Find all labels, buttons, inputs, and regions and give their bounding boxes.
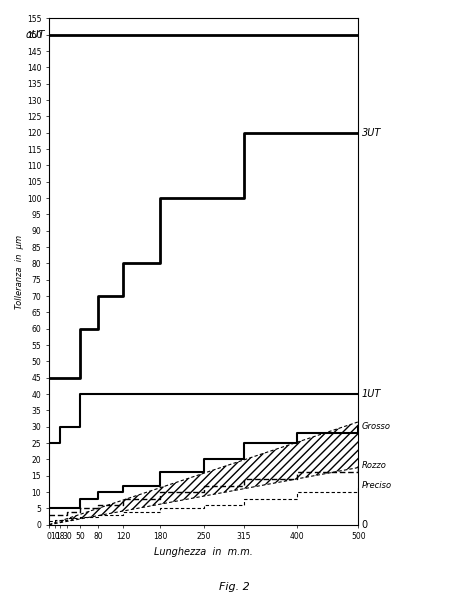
Text: Fig. 2: Fig. 2 [219, 582, 249, 592]
Text: Rozzo: Rozzo [361, 461, 387, 470]
Y-axis label: Tolleranza  in  μm: Tolleranza in μm [15, 235, 24, 309]
Text: 3UT: 3UT [361, 128, 381, 138]
Text: 1UT: 1UT [361, 389, 381, 399]
Text: Grosso: Grosso [361, 422, 390, 431]
X-axis label: Lunghezza  in  m.m.: Lunghezza in m.m. [154, 547, 253, 557]
Text: Preciso: Preciso [361, 481, 392, 490]
Text: 0: 0 [361, 520, 368, 530]
Text: αUT: αUT [25, 30, 45, 40]
